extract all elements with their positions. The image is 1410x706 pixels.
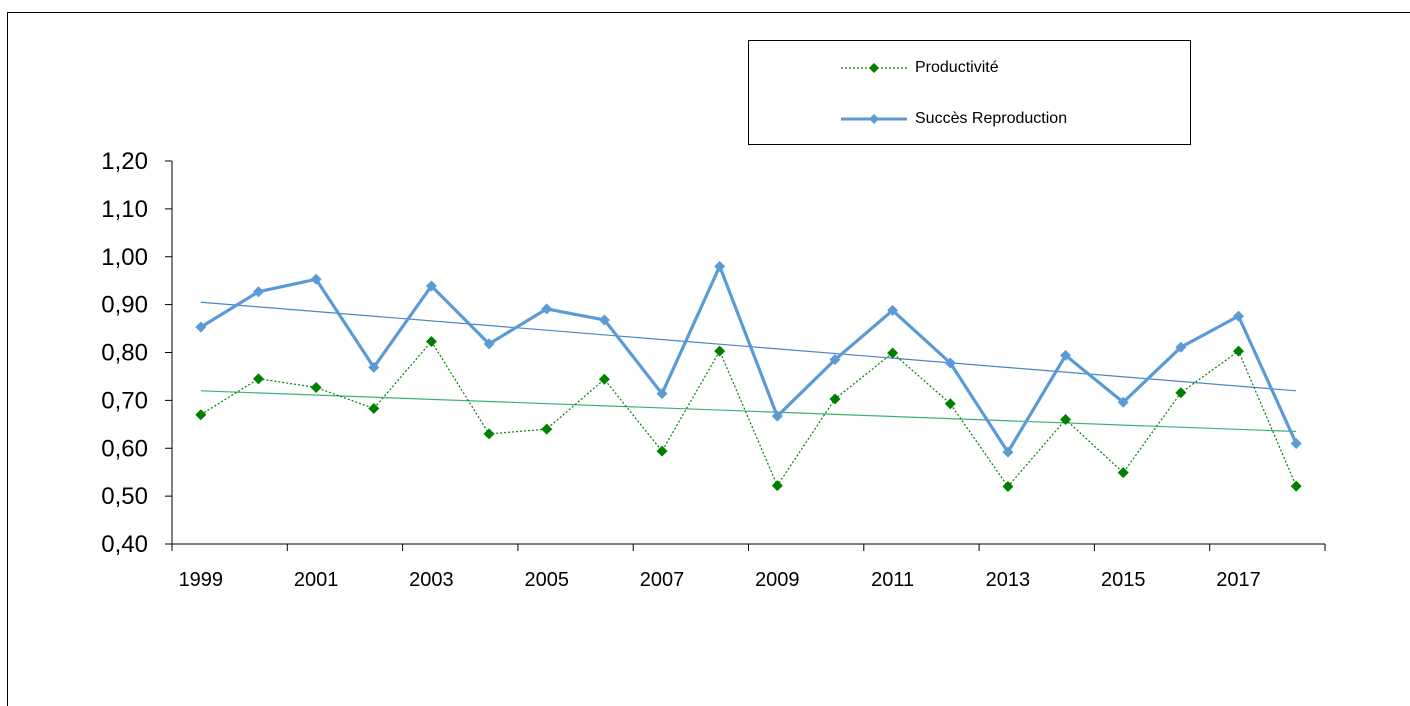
legend: Productivité Succès Reproduction	[748, 40, 1191, 145]
x-tick-label: 2005	[524, 569, 569, 591]
x-tick-label: 2013	[986, 569, 1031, 591]
y-tick-label: 0,70	[101, 387, 148, 414]
legend-item-productivite: Productivité	[839, 58, 999, 78]
data-point-succes-reproduction	[714, 261, 725, 272]
data-points	[195, 261, 1301, 492]
data-point-succes-reproduction	[1291, 438, 1302, 449]
x-tick-label: 2001	[294, 569, 339, 591]
data-point-productivite	[1233, 346, 1244, 357]
y-tick-label: 1,00	[101, 244, 148, 271]
x-tick-label: 2015	[1101, 569, 1146, 591]
legend-swatch-succes-reproduction	[839, 109, 909, 129]
y-tick-label: 1,10	[101, 196, 148, 223]
data-point-productivite	[426, 336, 437, 347]
trendline-succes-reproduction	[201, 302, 1296, 391]
data-point-productivite	[311, 382, 322, 393]
x-tick-label: 2011	[871, 569, 914, 591]
legend-item-succes-reproduction: Succès Reproduction	[839, 109, 1067, 129]
data-point-productivite	[484, 428, 495, 439]
y-tick-label: 0,60	[101, 435, 148, 462]
y-tick-label: 0,40	[101, 531, 148, 558]
trendlines	[201, 302, 1296, 431]
data-point-productivite	[829, 393, 840, 404]
data-point-productivite	[887, 347, 898, 358]
series-line-succes-reproduction	[201, 266, 1296, 452]
legend-swatch-productivite	[839, 58, 909, 78]
data-point-productivite	[714, 346, 725, 357]
legend-label-productivite: Productivité	[915, 59, 999, 77]
y-tick-label: 0,80	[101, 340, 148, 367]
x-tick-label: 2009	[755, 569, 800, 591]
tick-labels: 1,20 1,10 1,00 0,90 0,80 0,70 0,60 0,50 0,40 1999…	[101, 148, 1260, 591]
y-tick-label: 0,50	[101, 483, 148, 510]
data-point-productivite	[1175, 387, 1186, 398]
data-point-productivite	[195, 409, 206, 420]
series-lines	[201, 266, 1296, 486]
trendline-productivite	[201, 391, 1296, 432]
x-tick-label: 2003	[409, 569, 454, 591]
x-tick-label: 2017	[1216, 569, 1261, 591]
series-line-productivite	[201, 342, 1296, 487]
axes	[165, 161, 1325, 551]
data-point-productivite	[1291, 481, 1302, 492]
legend-label-succes-reproduction: Succès Reproduction	[915, 110, 1067, 128]
y-tick-label: 0,90	[101, 292, 148, 319]
x-tick-label: 1999	[179, 569, 224, 591]
x-tick-label: 2007	[640, 569, 685, 591]
y-tick-label: 1,20	[101, 148, 148, 175]
data-point-productivite	[772, 480, 783, 491]
data-point-productivite	[253, 373, 264, 384]
